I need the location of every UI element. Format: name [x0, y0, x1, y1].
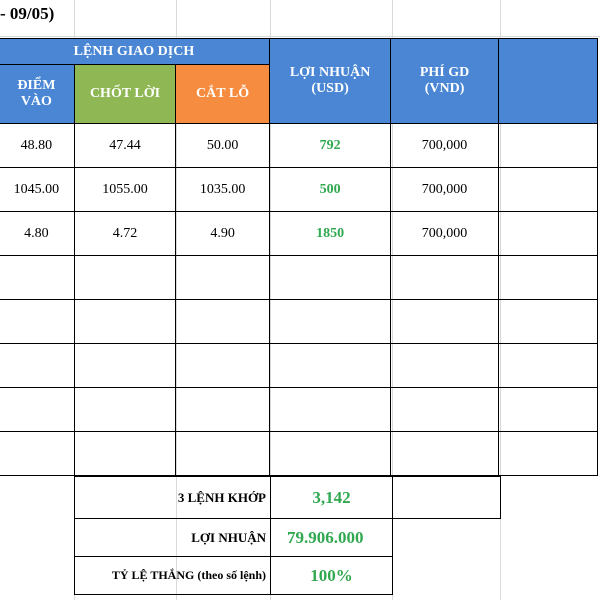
- cell-empty[interactable]: [390, 255, 499, 300]
- header-stop-loss[interactable]: CẮT LỖ: [175, 64, 270, 124]
- cell-empty[interactable]: [73, 299, 177, 344]
- cell-empty[interactable]: [73, 431, 177, 476]
- summary-table: 3 LỆNH KHỚP 3,142 LỢI NHUẬN 79.906.000 T…: [74, 476, 501, 595]
- cell-empty[interactable]: [268, 299, 392, 344]
- cell-fee[interactable]: 700,000: [390, 211, 499, 256]
- cell-empty[interactable]: [268, 255, 392, 300]
- table-row-empty: [0, 299, 599, 344]
- cell-empty[interactable]: [175, 299, 270, 344]
- cell-profit[interactable]: 1850: [268, 211, 392, 256]
- summary-row: 3 LỆNH KHỚP 3,142: [74, 476, 501, 519]
- cell-fee[interactable]: 700,000: [390, 123, 499, 168]
- cell-empty[interactable]: [175, 387, 270, 432]
- cell-empty[interactable]: [497, 343, 599, 388]
- cell-empty[interactable]: [175, 343, 270, 388]
- cell-stop-loss[interactable]: 1035.00: [175, 167, 270, 212]
- cell-take-profit[interactable]: 1055.00: [73, 167, 177, 212]
- cell-empty[interactable]: [390, 343, 499, 388]
- cell-stop-loss[interactable]: 4.90: [175, 211, 270, 256]
- trade-table: LỆNH GIAO DỊCH LỢI NHUẬN (USD) PHÍ GD (V…: [0, 38, 599, 476]
- cell-empty[interactable]: [0, 299, 75, 344]
- cell-empty[interactable]: [497, 211, 599, 256]
- total-profit-value[interactable]: 79.906.000: [270, 518, 393, 557]
- total-profit-label[interactable]: LỢI NHUẬN: [74, 518, 271, 557]
- cell-take-profit[interactable]: 47.44: [73, 123, 177, 168]
- cell-empty[interactable]: [0, 387, 75, 432]
- cell-empty[interactable]: [497, 387, 599, 432]
- header-profit-usd[interactable]: LỢI NHUẬN (USD): [268, 38, 392, 124]
- cell-profit[interactable]: 500: [268, 167, 392, 212]
- header-empty-cell[interactable]: [497, 38, 599, 124]
- cell-empty[interactable]: [268, 431, 392, 476]
- win-rate-label[interactable]: TỶ LỆ THẮNG (theo số lệnh): [74, 556, 271, 595]
- cell-empty[interactable]: [392, 476, 501, 519]
- cell-empty[interactable]: [390, 387, 499, 432]
- table-row: 48.80 47.44 50.00 792 700,000: [0, 123, 599, 168]
- header-entry-point[interactable]: ĐIỂM VÀO: [0, 64, 75, 124]
- sheet-title: - 09/05): [0, 4, 55, 23]
- cell-empty[interactable]: [73, 387, 177, 432]
- win-rate-value[interactable]: 100%: [270, 556, 393, 595]
- cell-empty[interactable]: [0, 343, 75, 388]
- header-entry-line2: VÀO: [20, 94, 52, 109]
- matched-orders-label[interactable]: 3 LỆNH KHỚP: [74, 476, 271, 519]
- summary-row: LỢI NHUẬN 79.906.000: [74, 518, 501, 557]
- matched-orders-value[interactable]: 3,142: [270, 476, 393, 519]
- header-fee-line2: (VND): [424, 81, 465, 96]
- header-fee-line1: PHÍ GD: [419, 65, 470, 80]
- cell-profit[interactable]: 792: [268, 123, 392, 168]
- cell-take-profit[interactable]: 4.72: [73, 211, 177, 256]
- table-row: 4.80 4.72 4.90 1850 700,000: [0, 211, 599, 256]
- cell-empty[interactable]: [497, 123, 599, 168]
- cell-empty[interactable]: [497, 167, 599, 212]
- table-row-empty: [0, 431, 599, 476]
- table-row: 1045.00 1055.00 1035.00 500 700,000: [0, 167, 599, 212]
- gridline: [0, 36, 600, 37]
- cell-stop-loss[interactable]: 50.00: [175, 123, 270, 168]
- cell-empty[interactable]: [175, 431, 270, 476]
- cell-empty[interactable]: [497, 431, 599, 476]
- header-profit-line2: (USD): [311, 81, 349, 96]
- cell-empty: [393, 519, 501, 557]
- cell-entry[interactable]: 48.80: [0, 123, 75, 168]
- cell-empty[interactable]: [175, 255, 270, 300]
- cell-empty[interactable]: [0, 255, 75, 300]
- header-trade-orders[interactable]: LỆNH GIAO DỊCH: [0, 38, 270, 65]
- header-fee-vnd[interactable]: PHÍ GD (VND): [390, 38, 499, 124]
- cell-empty[interactable]: [497, 299, 599, 344]
- cell-empty[interactable]: [73, 255, 177, 300]
- table-row-empty: [0, 343, 599, 388]
- table-row-empty: [0, 255, 599, 300]
- cell-entry[interactable]: 1045.00: [0, 167, 75, 212]
- summary-row: TỶ LỆ THẮNG (theo số lệnh) 100%: [74, 556, 501, 595]
- header-take-profit[interactable]: CHỐT LỜI: [73, 64, 177, 124]
- cell-empty[interactable]: [268, 343, 392, 388]
- cell-empty[interactable]: [390, 299, 499, 344]
- table-row-empty: [0, 387, 599, 432]
- cell-empty[interactable]: [390, 431, 499, 476]
- cell-empty[interactable]: [0, 431, 75, 476]
- header-entry-line1: ĐIỂM: [17, 78, 56, 93]
- cell-empty: [393, 557, 501, 595]
- cell-empty[interactable]: [497, 255, 599, 300]
- header-profit-line1: LỢI NHUẬN: [289, 65, 371, 80]
- cell-fee[interactable]: 700,000: [390, 167, 499, 212]
- cell-empty[interactable]: [73, 343, 177, 388]
- cell-empty[interactable]: [268, 387, 392, 432]
- cell-entry[interactable]: 4.80: [0, 211, 75, 256]
